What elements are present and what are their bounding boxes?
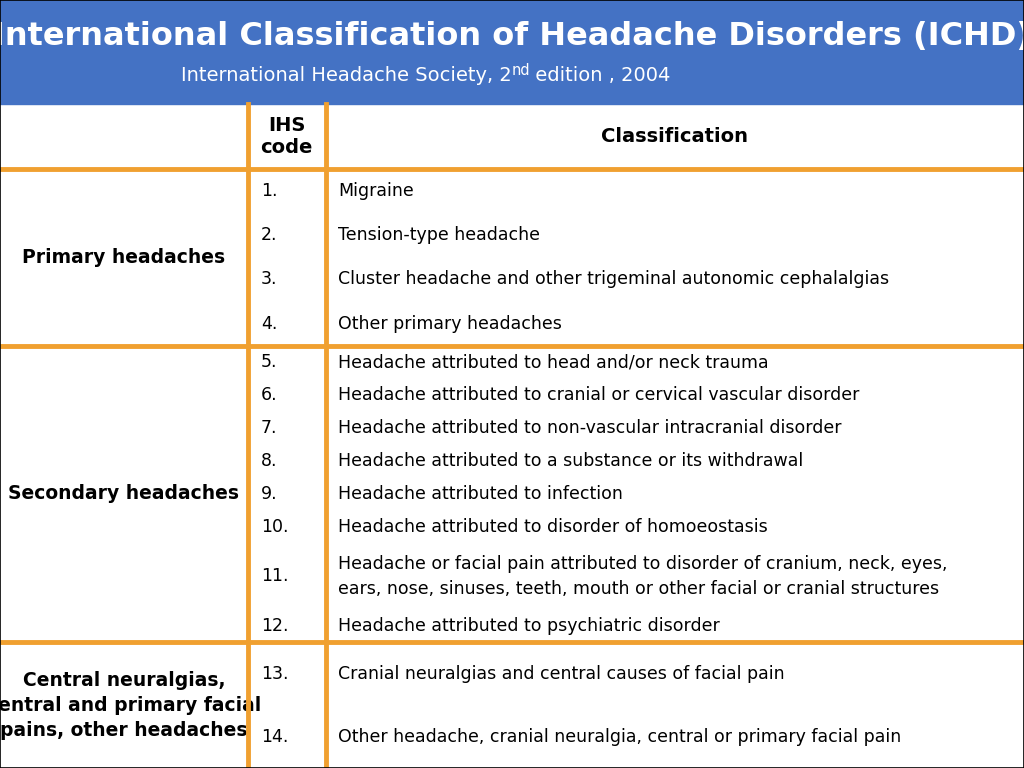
Text: Primary headaches: Primary headaches xyxy=(23,248,225,266)
Text: Headache attributed to disorder of homoeostasis: Headache attributed to disorder of homoe… xyxy=(338,518,768,536)
Text: Classification: Classification xyxy=(601,127,749,146)
Text: Other headache, cranial neuralgia, central or primary facial pain: Other headache, cranial neuralgia, centr… xyxy=(338,727,901,746)
Text: International Classification of Headache Disorders (ICHD): International Classification of Headache… xyxy=(0,21,1024,51)
Text: 14.: 14. xyxy=(261,727,289,746)
Bar xyxy=(0,0,1024,104)
Text: Headache attributed to head and/or neck trauma: Headache attributed to head and/or neck … xyxy=(338,353,769,371)
Text: Central neuralgias,
central and primary facial
pains, other headaches: Central neuralgias, central and primary … xyxy=(0,670,261,740)
Text: 4.: 4. xyxy=(261,315,278,333)
Text: IHS
code: IHS code xyxy=(260,116,313,157)
Text: International Headache Society, 2: International Headache Society, 2 xyxy=(181,66,512,85)
Text: 5.: 5. xyxy=(261,353,278,371)
Text: Headache attributed to infection: Headache attributed to infection xyxy=(338,485,623,503)
Text: 13.: 13. xyxy=(261,664,289,683)
Text: Headache attributed to psychiatric disorder: Headache attributed to psychiatric disor… xyxy=(338,617,720,634)
Text: 8.: 8. xyxy=(261,452,278,470)
Text: Tension-type headache: Tension-type headache xyxy=(338,227,540,244)
Text: Headache attributed to cranial or cervical vascular disorder: Headache attributed to cranial or cervic… xyxy=(338,386,859,404)
Text: 11.: 11. xyxy=(261,568,289,585)
Text: nd: nd xyxy=(512,63,530,78)
Text: edition , 2004: edition , 2004 xyxy=(529,66,671,85)
Text: Cranial neuralgias and central causes of facial pain: Cranial neuralgias and central causes of… xyxy=(338,664,784,683)
Text: Headache attributed to non-vascular intracranial disorder: Headache attributed to non-vascular intr… xyxy=(338,419,842,437)
Text: Other primary headaches: Other primary headaches xyxy=(338,315,562,333)
Text: 12.: 12. xyxy=(261,617,289,634)
Text: 3.: 3. xyxy=(261,270,278,289)
Text: Secondary headaches: Secondary headaches xyxy=(8,485,240,504)
Text: 6.: 6. xyxy=(261,386,278,404)
Text: 10.: 10. xyxy=(261,518,289,536)
Text: Headache or facial pain attributed to disorder of cranium, neck, eyes,
ears, nos: Headache or facial pain attributed to di… xyxy=(338,554,947,598)
Text: Cluster headache and other trigeminal autonomic cephalalgias: Cluster headache and other trigeminal au… xyxy=(338,270,889,289)
Text: 2.: 2. xyxy=(261,227,278,244)
Text: Headache attributed to a substance or its withdrawal: Headache attributed to a substance or it… xyxy=(338,452,803,470)
Text: 7.: 7. xyxy=(261,419,278,437)
Text: Migraine: Migraine xyxy=(338,182,414,200)
Text: 1.: 1. xyxy=(261,182,278,200)
Text: 9.: 9. xyxy=(261,485,278,503)
